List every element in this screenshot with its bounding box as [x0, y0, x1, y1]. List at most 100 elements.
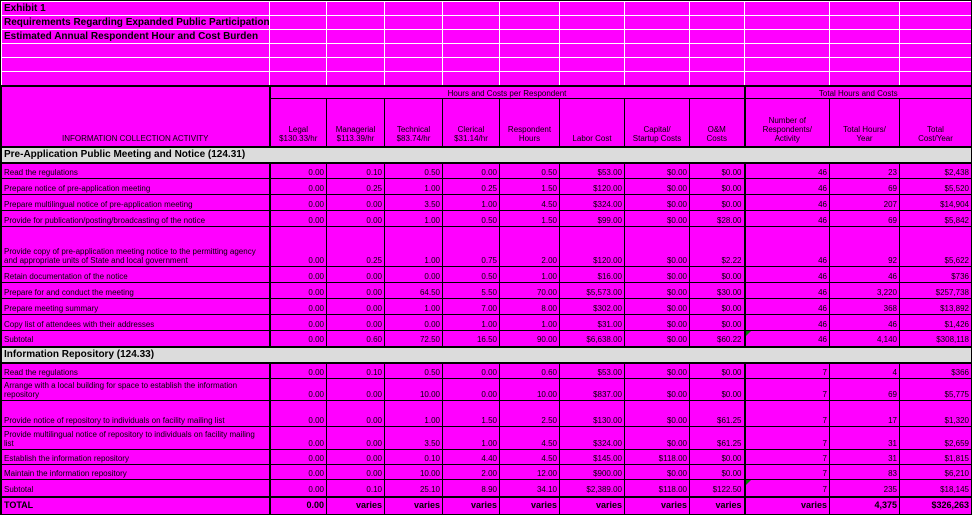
cell-value[interactable]: $0.00	[689, 362, 745, 379]
cell-value[interactable]: 5.50	[442, 282, 500, 299]
cell-value[interactable]: 0.00	[326, 210, 385, 227]
activity-column-header[interactable]: INFORMATION COLLECTION ACTIVITY	[1, 84, 270, 147]
cell-activity[interactable]: Prepare for and conduct the meeting	[1, 282, 270, 299]
cell-value[interactable]: 0.00	[326, 266, 385, 283]
cell-value[interactable]: 0.00	[268, 162, 327, 179]
cell-value[interactable]: 1.00	[384, 226, 443, 267]
cell-value[interactable]: $118.00	[624, 449, 690, 465]
cell-value[interactable]: $837.00	[559, 378, 625, 401]
cell-value[interactable]: $2.22	[689, 226, 745, 267]
cell-value[interactable]: 0.50	[442, 266, 500, 283]
cell-value[interactable]: $5,622	[899, 226, 971, 267]
cell-value[interactable]: $0.00	[689, 378, 745, 401]
cell-value[interactable]: 0.50	[442, 210, 500, 227]
cell-value[interactable]: 0.00	[268, 226, 327, 267]
cell-value[interactable]: 0.00	[326, 378, 385, 401]
cell-activity[interactable]: Read the regulations	[1, 162, 270, 179]
column-header-clerical[interactable]: Clerical $31.14/hr	[442, 98, 500, 148]
cell-value[interactable]: 0.00	[442, 162, 500, 179]
cell-activity[interactable]: Copy list of attendees with their addres…	[1, 314, 270, 331]
sheet-subtitle[interactable]: Estimated Annual Respondent Hour and Cos…	[1, 29, 270, 44]
cell-value[interactable]: $6,638.00	[559, 330, 625, 347]
cell-value[interactable]: 46	[743, 298, 830, 315]
cell-value[interactable]: $130.00	[559, 400, 625, 427]
cell-value[interactable]: 8.90	[442, 479, 500, 497]
cell-value[interactable]: 0.00	[384, 314, 443, 331]
sheet-title[interactable]: Requirements Regarding Expanded Public P…	[1, 15, 270, 30]
cell-value[interactable]: 0.60	[326, 330, 385, 347]
cell-value[interactable]: 1.00	[384, 210, 443, 227]
cell-value[interactable]: $0.00	[624, 162, 690, 179]
cell-value[interactable]: $31.00	[559, 314, 625, 331]
cell-value[interactable]: $5,520	[899, 178, 971, 195]
exhibit-title[interactable]: Exhibit 1	[1, 1, 270, 16]
cell-value[interactable]: $61.25	[689, 426, 745, 450]
group-header-hours-per-respondent[interactable]: Hours and Costs per Respondent	[268, 84, 745, 99]
cell-value[interactable]: 17	[829, 400, 900, 427]
section-header[interactable]: Information Repository (124.33)	[1, 345, 971, 364]
cell-value[interactable]: 0.00	[268, 362, 327, 379]
cell-value[interactable]: 4.50	[499, 194, 560, 211]
cell-value[interactable]: $736	[899, 266, 971, 283]
cell-value[interactable]: 207	[829, 194, 900, 211]
cell-value[interactable]: 46	[743, 162, 830, 179]
cell-value[interactable]: 0.00	[268, 314, 327, 331]
cell-value[interactable]: $0.00	[624, 426, 690, 450]
cell-value[interactable]: $0.00	[689, 178, 745, 195]
cell-value[interactable]: $2,389.00	[559, 479, 625, 497]
cell-activity[interactable]: Arrange with a local building for space …	[1, 378, 270, 401]
cell-value[interactable]: $61.25	[689, 400, 745, 427]
total-value[interactable]: varies	[624, 495, 690, 514]
cell-activity[interactable]: Provide notice of repository to individu…	[1, 400, 270, 427]
cell-activity[interactable]: Provide multilingual notice of repositor…	[1, 426, 270, 450]
cell-value[interactable]: 64.50	[384, 282, 443, 299]
cell-value[interactable]: $120.00	[559, 178, 625, 195]
cell-value[interactable]: 12.00	[499, 464, 560, 480]
cell-value[interactable]: 0.00	[326, 464, 385, 480]
cell-value[interactable]: 0.10	[326, 162, 385, 179]
cell-value[interactable]: $0.00	[689, 449, 745, 465]
cell-value[interactable]: 46	[829, 266, 900, 283]
cell-value[interactable]: 1.00	[442, 194, 500, 211]
cell-value[interactable]: 4	[829, 362, 900, 379]
column-header-total-hours-year[interactable]: Total Hours/Year	[829, 98, 900, 148]
cell-value[interactable]: 0.00	[268, 479, 327, 497]
cell-value[interactable]: 0.25	[326, 226, 385, 267]
cell-value[interactable]: $0.00	[624, 330, 690, 347]
cell-value[interactable]: $0.00	[624, 400, 690, 427]
cell-value[interactable]: 4.40	[442, 449, 500, 465]
total-value[interactable]: varies	[384, 495, 443, 514]
cell-value[interactable]: $0.00	[624, 464, 690, 480]
cell-value[interactable]: $53.00	[559, 162, 625, 179]
cell-value[interactable]: 0.00	[326, 298, 385, 315]
cell-value[interactable]: 0.10	[326, 362, 385, 379]
cell-value[interactable]: $0.00	[689, 162, 745, 179]
cell-value[interactable]: $1,426	[899, 314, 971, 331]
cell-value[interactable]: 46	[743, 314, 830, 331]
cell-value[interactable]: 34.10	[499, 479, 560, 497]
cell-value[interactable]: $122.50	[689, 479, 745, 497]
cell-value[interactable]: 0.00	[384, 266, 443, 283]
cell-value[interactable]: 0.00	[326, 194, 385, 211]
cell-value[interactable]: 7	[743, 426, 830, 450]
cell-activity[interactable]: Prepare notice of pre-application meetin…	[1, 178, 270, 195]
cell-value[interactable]: 0.00	[268, 194, 327, 211]
cell-value[interactable]: 1.00	[442, 426, 500, 450]
cell-activity[interactable]: Prepare multilingual notice of pre-appli…	[1, 194, 270, 211]
cell-value[interactable]: 0.00	[326, 314, 385, 331]
cell-value[interactable]: 4,140	[829, 330, 900, 347]
cell-value[interactable]: 0.00	[326, 400, 385, 427]
total-value[interactable]: varies	[326, 495, 385, 514]
cell-activity[interactable]: Retain documentation of the notice	[1, 266, 270, 283]
cell-value[interactable]: $5,842	[899, 210, 971, 227]
cell-value[interactable]: 83	[829, 464, 900, 480]
cell-value[interactable]: $366	[899, 362, 971, 379]
cell-activity[interactable]: Provide for publication/posting/broadcas…	[1, 210, 270, 227]
cell-value[interactable]: 7	[743, 479, 830, 497]
total-value[interactable]: $326,263	[899, 495, 971, 514]
cell-activity[interactable]: Prepare meeting summary	[1, 298, 270, 315]
total-value[interactable]: 4,375	[829, 495, 900, 514]
column-header-managerial[interactable]: Managerial $113.39/hr	[326, 98, 385, 148]
cell-value[interactable]: 10.00	[384, 378, 443, 401]
cell-activity[interactable]: Read the regulations	[1, 362, 270, 379]
